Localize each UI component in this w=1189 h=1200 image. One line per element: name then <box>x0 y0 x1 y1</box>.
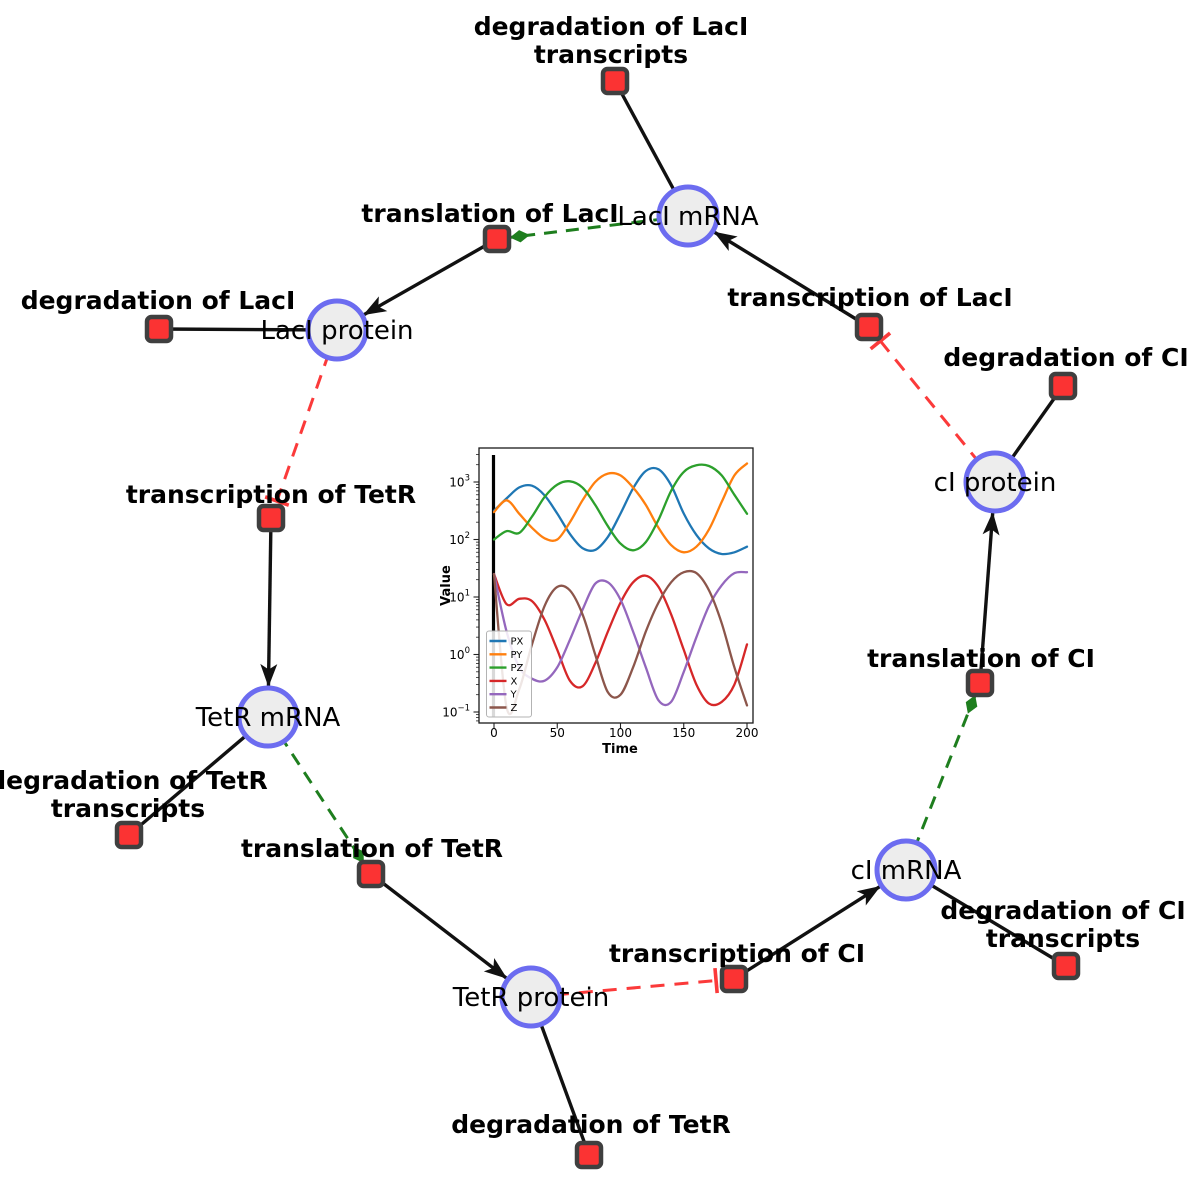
inhibition-tbar-edge-laci-protein-to-transcription-of-tetr <box>264 495 290 507</box>
chart-series-PZ <box>492 463 749 552</box>
reaction-label-degradation-of-tetr-line1: degradation of TetR <box>451 1110 731 1139</box>
species-label-laci-mrna: LacI mRNA <box>617 202 758 232</box>
legend-label-PX: PX <box>511 637 524 648</box>
species-node-laci-protein[interactable] <box>305 298 369 362</box>
species-label-laci-protein: LacI protein <box>260 316 413 346</box>
reaction-label-degradation-of-ci-line1: degradation of CI <box>943 343 1188 372</box>
reaction-label-degradation-of-laci-transcripts-line2: transcripts <box>534 40 688 69</box>
modifier-arrowhead-edge-laci-mrna-to-translation-of-laci <box>509 230 530 243</box>
reaction-label-degradation-of-ci-transcripts-line2: transcripts <box>986 924 1140 953</box>
reaction-node-degradation-of-tetr-transcripts[interactable] <box>114 820 144 850</box>
reaction-node-transcription-of-laci[interactable] <box>854 312 884 342</box>
reaction-label-degradation-of-laci-transcripts-line1: degradation of LacI <box>474 12 749 41</box>
reaction-label-transcription-of-tetr-line1: transcription of TetR <box>126 480 416 509</box>
arrowhead-edge-transcription-of-tetr-to-tetr-mrna <box>260 663 278 688</box>
species-node-ci-mrna[interactable] <box>874 838 938 902</box>
arrowhead-edge-transcription-of-ci-to-ci-mrna <box>856 886 881 906</box>
legend-label-Z: Z <box>511 703 518 714</box>
species-label-tetr-mrna: TetR mRNA <box>195 703 341 733</box>
chart-series-PX <box>492 466 749 556</box>
nodes-layer <box>114 66 1081 1170</box>
chart-axes-frame <box>478 447 754 724</box>
reaction-node-degradation-of-laci[interactable] <box>144 314 174 344</box>
x-axis-label: Time <box>602 742 638 757</box>
chart-series-X <box>492 572 749 707</box>
x-tick-label-150: 150 <box>672 726 695 740</box>
modifier-arrowhead-edge-ci-mrna-to-translation-of-ci <box>965 695 978 714</box>
reaction-node-translation-of-laci[interactable] <box>482 224 512 254</box>
chart-series-Y <box>492 570 749 707</box>
reaction-node-translation-of-ci[interactable] <box>965 668 995 698</box>
reaction-node-degradation-of-tetr[interactable] <box>574 1140 604 1170</box>
species-label-tetr-protein: TetR protein <box>452 983 609 1013</box>
chart-legend-box <box>486 630 532 718</box>
species-label-ci-protein: cI protein <box>934 468 1057 498</box>
reaction-label-degradation-of-laci-line1: degradation of LacI <box>21 286 296 315</box>
arrowhead-edge-translation-of-ci-to-ci-protein <box>982 511 1000 536</box>
inhibition-tbar-edge-ci-protein-to-transcription-of-laci <box>869 331 892 351</box>
reaction-node-degradation-of-ci[interactable] <box>1048 371 1078 401</box>
legend-label-PZ: PZ <box>511 663 524 674</box>
x-tick-label-50: 50 <box>550 726 565 740</box>
chart-series-PY <box>492 462 749 554</box>
x-tick-label-0: 0 <box>490 726 498 740</box>
species-label-ci-mrna: cI mRNA <box>851 856 962 886</box>
arrowhead-edge-transcription-of-laci-to-laci-mrna <box>713 231 738 251</box>
modifier-arrowhead-edge-tetr-mrna-to-translation-of-tetr <box>352 846 364 864</box>
x-tick-label-200: 200 <box>736 726 759 740</box>
species-node-laci-mrna[interactable] <box>656 184 720 248</box>
y-tick-label-10e3: 103 <box>449 474 470 490</box>
reaction-node-transcription-of-ci[interactable] <box>719 964 749 994</box>
arrowhead-edge-translation-of-tetr-to-tetr-protein <box>483 957 508 979</box>
arrowhead-edge-translation-of-laci-to-laci-protein <box>363 296 388 316</box>
chart-legend: PX PY PZ XYZ <box>486 630 532 718</box>
reaction-label-degradation-of-ci-transcripts-line1: degradation of CI <box>940 896 1185 925</box>
reaction-node-degradation-of-ci-transcripts[interactable] <box>1051 951 1081 981</box>
y-axis-label: Value <box>439 565 454 606</box>
inhibition-tbar-edge-tetr-protein-to-transcription-of-ci <box>713 967 719 994</box>
y-tick-label-10e0: 100 <box>449 646 470 662</box>
legend-label-X: X <box>511 676 518 687</box>
x-tick-label-100: 100 <box>609 726 632 740</box>
reaction-label-degradation-of-tetr-transcripts-line2: transcripts <box>51 794 205 823</box>
reaction-label-translation-of-ci-line1: translation of CI <box>867 644 1095 673</box>
reaction-label-translation-of-laci-line1: translation of LacI <box>361 199 618 228</box>
y-tick-label-10e2: 102 <box>449 531 470 547</box>
species-node-tetr-mrna[interactable] <box>236 685 300 749</box>
reaction-label-transcription-of-laci-line1: transcription of LacI <box>727 283 1012 312</box>
species-node-ci-protein[interactable] <box>963 450 1027 514</box>
y-tick-label-10e-1: 10−1 <box>442 704 470 720</box>
reaction-label-translation-of-tetr-line1: translation of TetR <box>241 834 503 863</box>
reaction-label-degradation-of-tetr-transcripts-line1: degradation of TetR <box>0 766 268 795</box>
legend-label-PY: PY <box>511 650 524 661</box>
species-node-tetr-protein[interactable] <box>499 965 563 1029</box>
labels-layer: LacI mRNA LacI protein TetR mRNA TetR prote… <box>0 12 1189 1139</box>
reaction-node-translation-of-tetr[interactable] <box>356 859 386 889</box>
reaction-label-transcription-of-ci-line1: transcription of CI <box>609 939 865 968</box>
reaction-node-degradation-of-laci-transcripts[interactable] <box>600 66 630 96</box>
legend-label-Y: Y <box>510 690 518 701</box>
reaction-node-transcription-of-tetr[interactable] <box>256 503 286 533</box>
